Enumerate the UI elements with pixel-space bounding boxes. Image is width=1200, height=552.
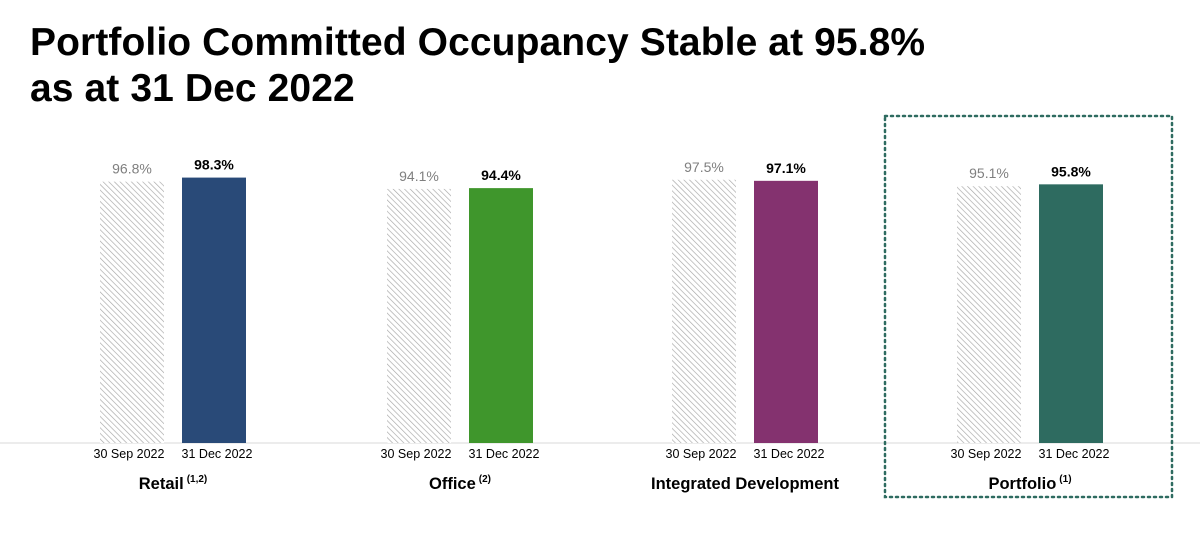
group-name-portfolio: Portfolio [988,475,1056,493]
x-tick-label-retail-30-sep-2022: 30 Sep 2022 [94,447,165,461]
group-name-office: Office [429,475,476,493]
data-label-integrated-development-30-sep-2022: 97.5% [684,159,724,175]
bar-retail-30-sep-2022 [100,181,164,443]
group-label-integrated-development: Integrated Development [651,475,839,493]
data-label-retail-30-sep-2022: 96.8% [112,161,152,177]
data-label-retail-31-dec-2022: 98.3% [194,157,234,173]
bar-portfolio-30-sep-2022 [957,186,1021,444]
page-title-line1: Portfolio Committed Occupancy Stable at … [30,21,926,64]
data-label-office-30-sep-2022: 94.1% [399,168,439,184]
data-label-portfolio-31-dec-2022: 95.8% [1051,163,1091,179]
page-title: Portfolio Committed Occupancy Stable at … [30,20,925,112]
x-tick-label-office-31-dec-2022: 31 Dec 2022 [469,447,540,461]
bar-retail-31-dec-2022 [182,177,246,443]
bar-portfolio-31-dec-2022 [1039,184,1103,443]
x-tick-label-office-30-sep-2022: 30 Sep 2022 [381,447,452,461]
data-label-office-31-dec-2022: 94.4% [481,167,521,183]
x-tick-label-integrated-development-30-sep-2022: 30 Sep 2022 [666,447,737,461]
highlight-box-portfolio [883,114,1174,499]
group-label-office: Office (2) [429,474,491,493]
group-note-retail: (1,2) [187,474,208,485]
page-title-line2: as at 31 Dec 2022 [30,67,355,110]
group-name-retail: Retail [139,475,184,493]
x-tick-label-integrated-development-31-dec-2022: 31 Dec 2022 [754,447,825,461]
x-tick-label-retail-31-dec-2022: 31 Dec 2022 [182,447,253,461]
data-label-portfolio-30-sep-2022: 95.1% [969,165,1009,181]
bar-office-31-dec-2022 [469,188,533,443]
group-label-portfolio: Portfolio (1) [988,474,1071,493]
data-label-integrated-development-31-dec-2022: 97.1% [766,160,806,176]
bar-integrated-development-31-dec-2022 [754,180,818,443]
group-note-portfolio: (1) [1059,474,1071,485]
group-note-office: (2) [479,474,491,485]
bar-integrated-development-30-sep-2022 [672,179,736,443]
group-label-retail: Retail (1,2) [139,474,208,493]
x-tick-label-portfolio-31-dec-2022: 31 Dec 2022 [1039,447,1110,461]
group-name-integrated-development: Integrated Development [651,475,839,493]
bar-office-30-sep-2022 [387,188,451,443]
x-tick-label-portfolio-30-sep-2022: 30 Sep 2022 [951,447,1022,461]
